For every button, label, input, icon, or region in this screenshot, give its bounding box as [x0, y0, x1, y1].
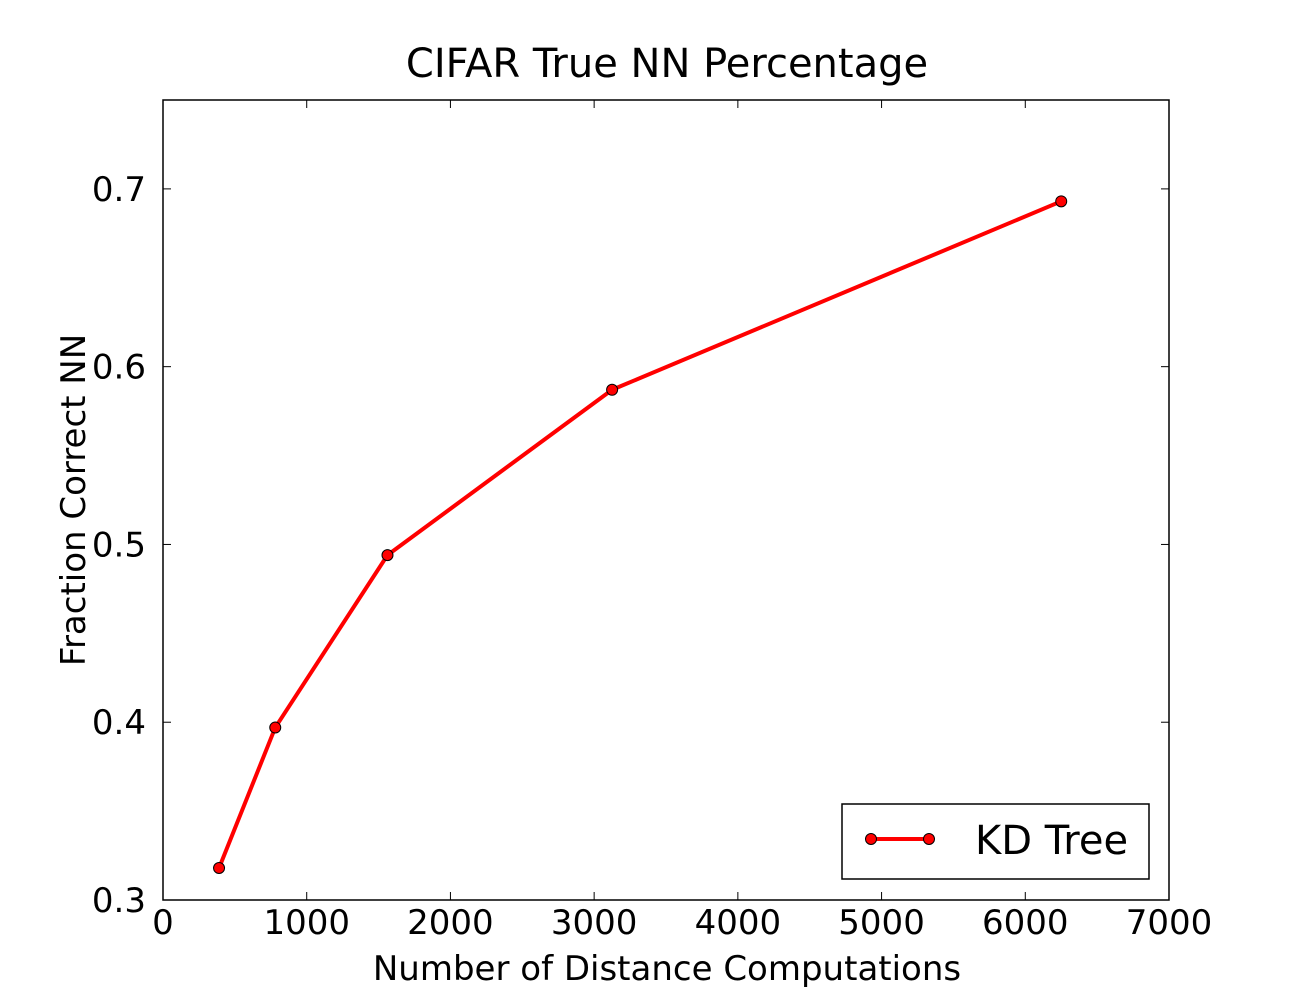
data-point [606, 383, 619, 396]
x-tick-label: 4000 [695, 903, 782, 943]
x-tick-label: 6000 [982, 903, 1069, 943]
y-tick-label: 0.7 [92, 170, 146, 210]
legend-label-kd-tree: KD Tree [975, 818, 1128, 864]
x-tick-label: 3000 [551, 903, 638, 943]
y-axis-ticks: 0.3 0.4 0.5 0.6 0.7 [92, 170, 1169, 921]
chart-title: CIFAR True NN Percentage [406, 41, 928, 87]
data-point [213, 862, 226, 874]
x-tick-label: 0 [152, 903, 174, 943]
y-tick-label: 0.5 [92, 525, 146, 565]
plot-area: 0 1000 2000 3000 4000 5000 6000 7000 0.30.40.50… [92, 99, 1212, 943]
x-tick-label: 1000 [263, 903, 350, 943]
legend-box [841, 803, 1150, 880]
legend: KD Tree [841, 803, 1150, 880]
data-point [381, 549, 394, 562]
y-axis-label: Fraction Correct NN [54, 334, 94, 666]
x-axis-label: Number of Distance Computations [373, 949, 961, 989]
y-tick-label: 0.6 [92, 348, 146, 388]
series-layer [213, 195, 1068, 874]
y-tick-label: 0.4 [92, 703, 146, 743]
x-axis-ticks: 0 1000 2000 3000 4000 5000 6000 7000 [152, 100, 1212, 943]
x-tick-label: 2000 [407, 903, 494, 943]
x-tick-label: 5000 [838, 903, 925, 943]
legend-marker-kd-tree [923, 833, 935, 845]
data-point [269, 721, 282, 734]
plot-frame [162, 99, 1170, 901]
data-point [1055, 195, 1068, 208]
y-tick-label: 0.3 [92, 881, 146, 921]
legend-marker-kd-tree [865, 833, 877, 845]
x-tick-label: 7000 [1126, 903, 1213, 943]
